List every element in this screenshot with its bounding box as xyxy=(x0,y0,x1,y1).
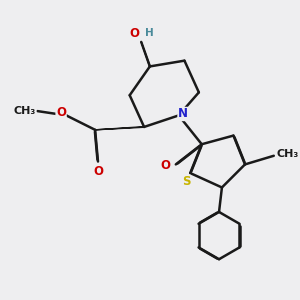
Polygon shape xyxy=(141,42,150,67)
Polygon shape xyxy=(95,127,144,130)
Text: CH₃: CH₃ xyxy=(14,106,36,116)
Text: O: O xyxy=(56,106,66,119)
Text: H: H xyxy=(145,28,154,38)
Text: N: N xyxy=(178,107,188,121)
Text: O: O xyxy=(129,27,139,40)
Text: O: O xyxy=(93,165,103,178)
Text: S: S xyxy=(182,175,190,188)
Text: CH₃: CH₃ xyxy=(276,149,298,159)
Text: O: O xyxy=(161,159,171,172)
